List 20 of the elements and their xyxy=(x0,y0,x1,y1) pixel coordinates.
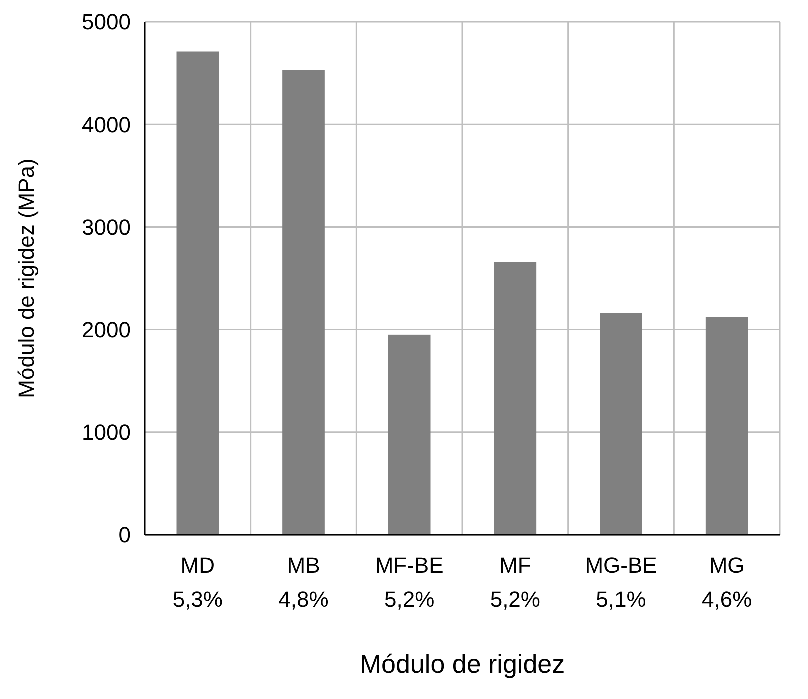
y-tick-label: 4000 xyxy=(82,112,131,138)
y-tick-label: 1000 xyxy=(82,420,131,446)
x-tick-label: MD 5,3% xyxy=(172,553,223,612)
x-axis-title: Módulo de rigidez xyxy=(360,649,566,679)
y-tick-label: 0 xyxy=(118,522,131,548)
x-tick-label: MF 5,2% xyxy=(490,553,540,612)
x-tick-label: MF-BE 5,2% xyxy=(375,553,444,612)
y-tick-label: 2000 xyxy=(82,318,131,342)
bar xyxy=(388,334,431,535)
y-tick-label: 3000 xyxy=(82,214,131,240)
bar xyxy=(176,52,220,535)
x-tick-label: MG-BE 5,1% xyxy=(585,553,658,612)
x-tick-label: MG 4,6% xyxy=(702,553,752,612)
bar xyxy=(282,70,325,535)
y-axis-title: Módulo de rigidez (MPa) xyxy=(14,158,39,398)
bar xyxy=(494,262,537,535)
x-tick-label: MB 4,8% xyxy=(278,553,329,612)
bar xyxy=(600,313,642,535)
bar xyxy=(706,317,748,535)
y-tick-label: 5000 xyxy=(82,10,131,35)
